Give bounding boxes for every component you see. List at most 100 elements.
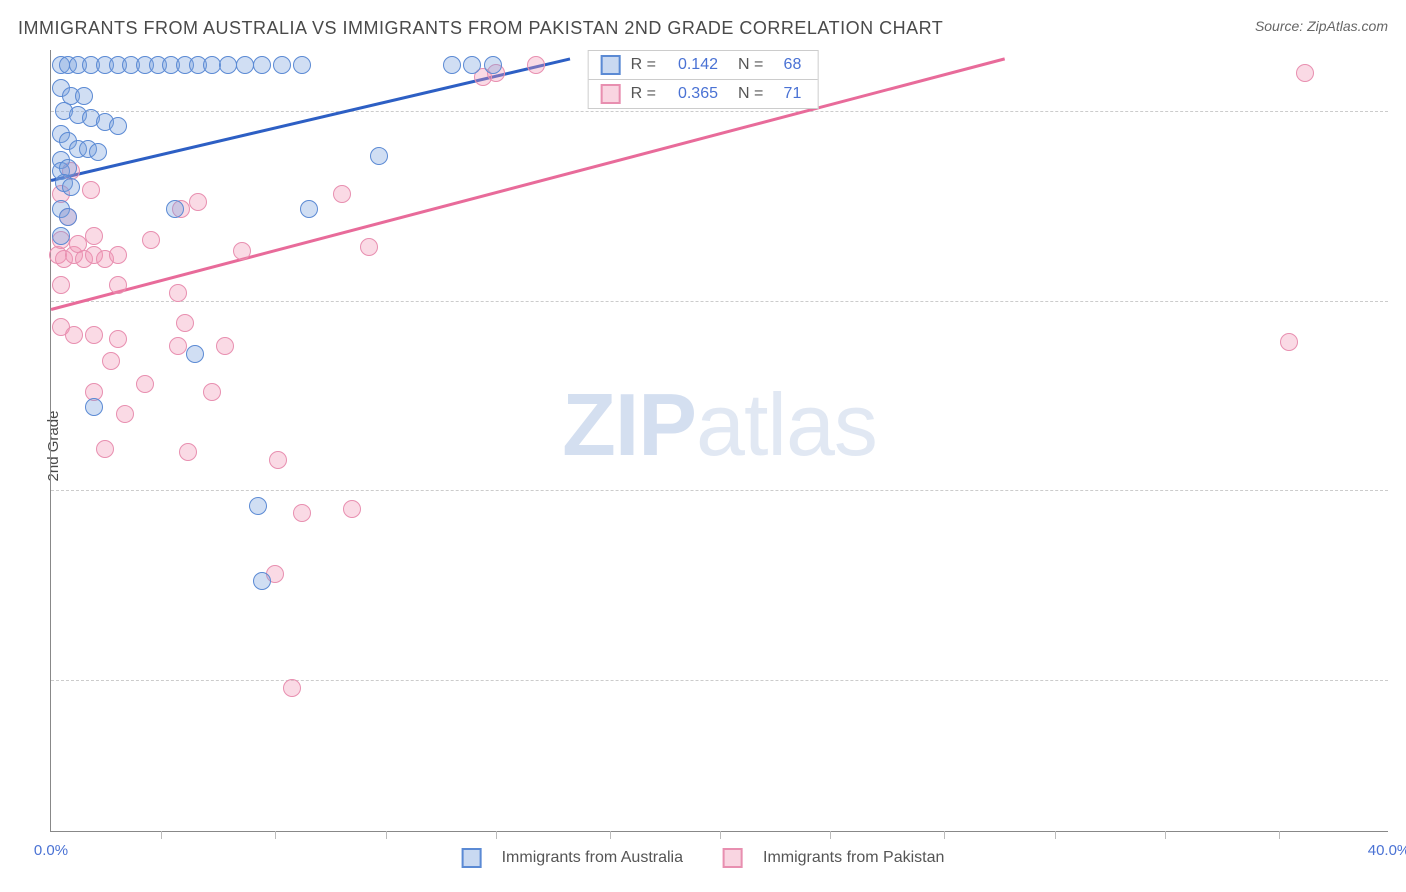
point-pakistan (96, 440, 114, 458)
gridline-h (51, 301, 1388, 302)
point-australia (370, 147, 388, 165)
header: IMMIGRANTS FROM AUSTRALIA VS IMMIGRANTS … (18, 18, 1388, 39)
point-australia (59, 208, 77, 226)
legend-label: Immigrants from Pakistan (763, 849, 944, 867)
point-pakistan (216, 337, 234, 355)
point-pakistan (179, 443, 197, 461)
point-australia (484, 56, 502, 74)
swatch-pakistan (723, 848, 743, 868)
plot-area: ZIPatlas 100.0%97.5%95.0%92.5%0.0%40.0% (50, 50, 1388, 832)
tick-v (161, 831, 162, 839)
point-pakistan (85, 326, 103, 344)
point-australia (253, 572, 271, 590)
chart-title: IMMIGRANTS FROM AUSTRALIA VS IMMIGRANTS … (18, 18, 943, 39)
point-pakistan (189, 193, 207, 211)
point-pakistan (65, 326, 83, 344)
legend-row-australia: R = 0.142 N = 68 (589, 51, 818, 79)
point-australia (89, 143, 107, 161)
point-australia (300, 200, 318, 218)
point-pakistan (82, 181, 100, 199)
point-pakistan (85, 227, 103, 245)
tick-v (1165, 831, 1166, 839)
n-label: N = (738, 85, 763, 103)
tick-v (275, 831, 276, 839)
point-pakistan (1280, 333, 1298, 351)
point-pakistan (102, 352, 120, 370)
series-legend: Immigrants from Australia Immigrants fro… (462, 848, 945, 868)
tick-v (720, 831, 721, 839)
point-pakistan (116, 405, 134, 423)
y-tick-label: 97.5% (1400, 292, 1406, 309)
source-name: ZipAtlas.com (1307, 18, 1388, 34)
trendline-pakistan (51, 58, 1005, 311)
source-attribution: Source: ZipAtlas.com (1255, 18, 1388, 34)
legend-item-australia: Immigrants from Australia (462, 848, 683, 868)
n-label: N = (738, 56, 763, 74)
tick-v (496, 831, 497, 839)
point-australia (463, 56, 481, 74)
point-australia (186, 345, 204, 363)
tick-v (1279, 831, 1280, 839)
point-pakistan (343, 500, 361, 518)
point-australia (75, 87, 93, 105)
point-pakistan (109, 276, 127, 294)
legend-item-pakistan: Immigrants from Pakistan (723, 848, 944, 868)
swatch-australia (462, 848, 482, 868)
gridline-h (51, 490, 1388, 491)
point-pakistan (169, 284, 187, 302)
point-pakistan (527, 56, 545, 74)
point-pakistan (69, 235, 87, 253)
point-pakistan (109, 246, 127, 264)
point-australia (62, 178, 80, 196)
correlation-legend: R = 0.142 N = 68 R = 0.365 N = 71 (588, 50, 819, 109)
r-value: 0.142 (660, 56, 718, 74)
gridline-h (51, 111, 1388, 112)
point-australia (249, 497, 267, 515)
n-value: 71 (767, 85, 801, 103)
watermark-part1: ZIP (562, 375, 696, 474)
y-tick-label: 100.0% (1400, 102, 1406, 119)
point-pakistan (269, 451, 287, 469)
point-pakistan (283, 679, 301, 697)
point-pakistan (176, 314, 194, 332)
point-pakistan (136, 375, 154, 393)
watermark-part2: atlas (696, 375, 877, 474)
point-australia (443, 56, 461, 74)
point-pakistan (203, 383, 221, 401)
legend-row-pakistan: R = 0.365 N = 71 (589, 79, 818, 108)
x-tick-label: 40.0% (1368, 842, 1406, 859)
gridline-h (51, 680, 1388, 681)
y-tick-label: 95.0% (1400, 482, 1406, 499)
y-tick-label: 92.5% (1400, 672, 1406, 689)
point-australia (166, 200, 184, 218)
point-pakistan (52, 276, 70, 294)
point-australia (273, 56, 291, 74)
point-australia (109, 117, 127, 135)
r-value: 0.365 (660, 85, 718, 103)
tick-v (1055, 831, 1056, 839)
point-australia (253, 56, 271, 74)
point-australia (293, 56, 311, 74)
x-tick-label: 0.0% (34, 842, 68, 859)
point-pakistan (169, 337, 187, 355)
point-australia (203, 56, 221, 74)
tick-v (386, 831, 387, 839)
point-pakistan (293, 504, 311, 522)
r-label: R = (631, 85, 656, 103)
tick-v (944, 831, 945, 839)
tick-v (610, 831, 611, 839)
swatch-australia (601, 55, 621, 75)
point-australia (219, 56, 237, 74)
legend-label: Immigrants from Australia (502, 849, 683, 867)
point-pakistan (1296, 64, 1314, 82)
tick-v (830, 831, 831, 839)
source-prefix: Source: (1255, 18, 1307, 34)
point-pakistan (109, 330, 127, 348)
point-pakistan (360, 238, 378, 256)
watermark: ZIPatlas (562, 374, 877, 476)
point-australia (85, 398, 103, 416)
point-pakistan (333, 185, 351, 203)
n-value: 68 (767, 56, 801, 74)
point-pakistan (142, 231, 160, 249)
r-label: R = (631, 56, 656, 74)
